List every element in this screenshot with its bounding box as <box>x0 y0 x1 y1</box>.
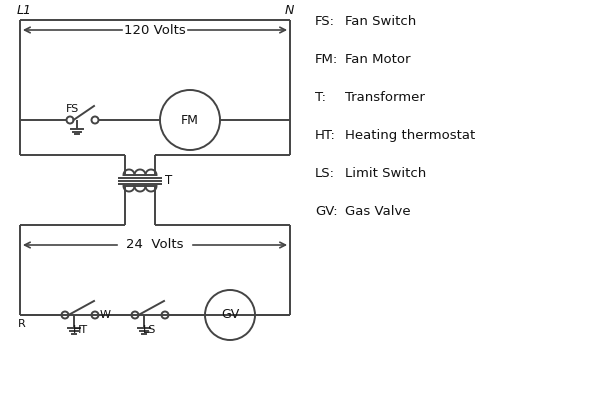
Text: Transformer: Transformer <box>345 91 425 104</box>
Text: Gas Valve: Gas Valve <box>345 205 411 218</box>
Text: R: R <box>18 319 26 329</box>
Text: 24  Volts: 24 Volts <box>126 238 183 252</box>
Text: T:: T: <box>315 91 326 104</box>
Text: Fan Switch: Fan Switch <box>345 15 417 28</box>
Text: L1: L1 <box>17 4 32 17</box>
Text: GV:: GV: <box>315 205 337 218</box>
Text: LS: LS <box>143 325 157 335</box>
Text: FM: FM <box>181 114 199 126</box>
Text: Heating thermostat: Heating thermostat <box>345 129 476 142</box>
Text: Fan Motor: Fan Motor <box>345 53 411 66</box>
Text: GV: GV <box>221 308 239 322</box>
Text: N: N <box>285 4 294 17</box>
Text: LS:: LS: <box>315 167 335 180</box>
Text: Limit Switch: Limit Switch <box>345 167 426 180</box>
Text: T: T <box>165 174 172 188</box>
Text: FS:: FS: <box>315 15 335 28</box>
Text: W: W <box>100 310 111 320</box>
Text: FM:: FM: <box>315 53 338 66</box>
Text: FS: FS <box>66 104 79 114</box>
Text: HT: HT <box>73 325 87 335</box>
Text: 120 Volts: 120 Volts <box>124 24 186 36</box>
Text: HT:: HT: <box>315 129 336 142</box>
